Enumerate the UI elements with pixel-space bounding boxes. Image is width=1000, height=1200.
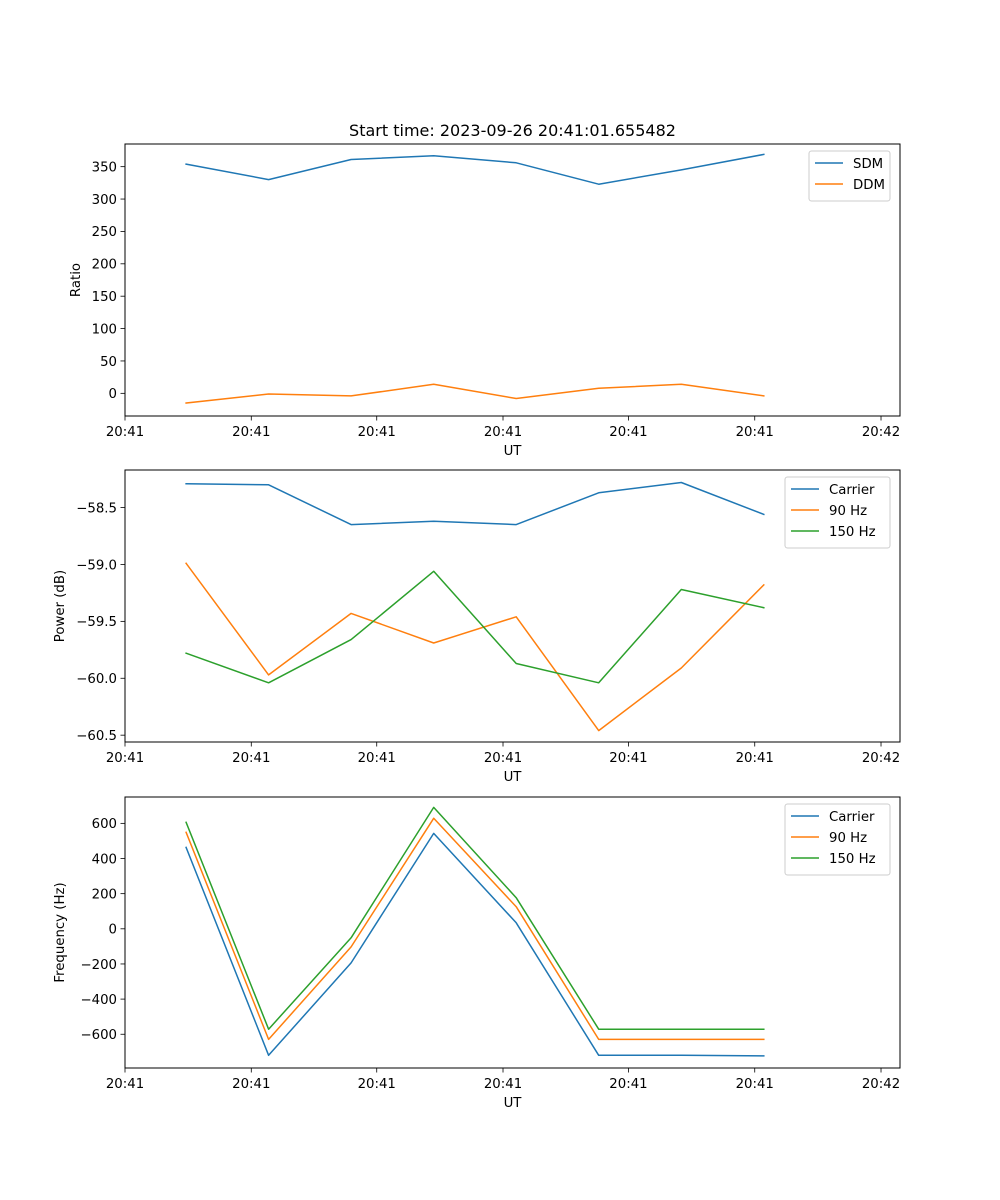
ratio-series-ddm-line xyxy=(185,383,765,404)
ratio-x-tick-label: 20:41 xyxy=(736,425,774,440)
frequency-panel: 20:41 20:41 20:41 20:41 20:41 20:41 20:42 UT −60… xyxy=(53,796,901,1111)
power-panel: 20:41 20:41 20:41 20:41 20:41 20:41 20:42 UT −60… xyxy=(53,469,901,785)
frequency-x-tick-label: 20:41 xyxy=(736,1077,774,1092)
ratio-x-axis-label: UT xyxy=(504,444,523,459)
ratio-y-tick-label: 350 xyxy=(92,160,117,175)
frequency-y-axis-label: Frequency (Hz) xyxy=(53,882,68,982)
frequency-y-tick-label: −200 xyxy=(80,958,117,973)
frequency-x-tick-label: 20:41 xyxy=(106,1077,144,1092)
frequency-legend-label: 90 Hz xyxy=(829,831,867,846)
power-x-tick-label: 20:41 xyxy=(106,751,144,766)
ratio-series-sdm-line xyxy=(185,153,765,185)
power-series-150-hz-line xyxy=(185,570,765,684)
ratio-y-tick-label: 0 xyxy=(109,387,117,402)
ratio-y-tick-label: 100 xyxy=(92,322,117,337)
ratio-y-tick-label: 200 xyxy=(92,258,117,273)
ratio-x-tick-label: 20:41 xyxy=(232,425,270,440)
frequency-y-tick-label: 0 xyxy=(109,923,117,938)
power-y-tick-label: −58.5 xyxy=(76,501,117,516)
power-x-tick-label: 20:41 xyxy=(358,751,396,766)
power-axes-frame xyxy=(124,469,901,743)
ratio-x-tick-label: 20:41 xyxy=(484,425,522,440)
ratio-x-tick-label: 20:41 xyxy=(609,425,647,440)
power-x-tick-label: 20:42 xyxy=(862,751,900,766)
power-legend: Carrier 90 Hz 150 Hz xyxy=(784,476,891,549)
ratio-y-tick-label: 50 xyxy=(100,355,117,370)
ratio-x-tick-label: 20:41 xyxy=(106,425,144,440)
frequency-y-tick-label: −600 xyxy=(80,1028,117,1043)
frequency-legend: Carrier 90 Hz 150 Hz xyxy=(784,803,891,876)
frequency-x-tick-label: 20:41 xyxy=(232,1077,270,1092)
ratio-x-tick-label: 20:42 xyxy=(862,425,900,440)
power-series-carrier-line xyxy=(185,481,765,526)
power-y-tick-label: −60.5 xyxy=(76,729,117,744)
power-legend-label: Carrier xyxy=(829,483,875,498)
frequency-axes-frame xyxy=(124,796,901,1069)
frequency-x-tick-label: 20:41 xyxy=(358,1077,396,1092)
frequency-series-carrier-line xyxy=(185,832,765,1057)
frequency-y-tick-label: −400 xyxy=(80,993,117,1008)
ratio-x-tick-label: 20:41 xyxy=(358,425,396,440)
power-legend-label: 150 Hz xyxy=(829,525,876,540)
frequency-y-tick-label: 600 xyxy=(92,817,117,832)
power-y-axis-label: Power (dB) xyxy=(53,570,68,642)
power-x-axis-label: UT xyxy=(504,770,523,785)
frequency-series-150-hz-line xyxy=(185,806,765,1030)
frequency-y-tick-label: 200 xyxy=(92,887,117,902)
frequency-x-tick-label: 20:41 xyxy=(609,1077,647,1092)
power-x-tick-label: 20:41 xyxy=(736,751,774,766)
frequency-x-tick-label: 20:41 xyxy=(484,1077,522,1092)
ratio-axes-frame xyxy=(124,143,901,417)
ratio-y-tick-label: 250 xyxy=(92,225,117,240)
power-y-tick-label: −59.5 xyxy=(76,615,117,630)
frequency-legend-label: 150 Hz xyxy=(829,852,876,867)
ratio-y-tick-label: 300 xyxy=(92,193,117,208)
figure-title: Start time: 2023-09-26 20:41:01.655482 xyxy=(349,121,676,140)
power-x-tick-label: 20:41 xyxy=(484,751,522,766)
ratio-legend-label: SDM xyxy=(853,157,883,172)
ratio-panel: 20:41 20:41 20:41 20:41 20:41 20:41 20:42 UT 0 50… xyxy=(69,143,901,459)
frequency-y-tick-label: 400 xyxy=(92,852,117,867)
power-y-tick-label: −60.0 xyxy=(76,672,117,687)
power-y-tick-label: −59.0 xyxy=(76,558,117,573)
frequency-x-tick-label: 20:42 xyxy=(862,1077,900,1092)
ratio-legend: SDM DDM xyxy=(808,150,891,202)
power-x-tick-label: 20:41 xyxy=(232,751,270,766)
ratio-y-tick-label: 150 xyxy=(92,290,117,305)
frequency-x-axis-label: UT xyxy=(504,1096,523,1111)
frequency-legend-label: Carrier xyxy=(829,810,875,825)
power-legend-label: 90 Hz xyxy=(829,504,867,519)
power-x-tick-label: 20:41 xyxy=(609,751,647,766)
power-series-90-hz-line xyxy=(185,562,765,732)
ratio-legend-label: DDM xyxy=(853,178,885,193)
frequency-series-90-hz-line xyxy=(185,817,765,1041)
ratio-y-axis-label: Ratio xyxy=(69,263,84,297)
